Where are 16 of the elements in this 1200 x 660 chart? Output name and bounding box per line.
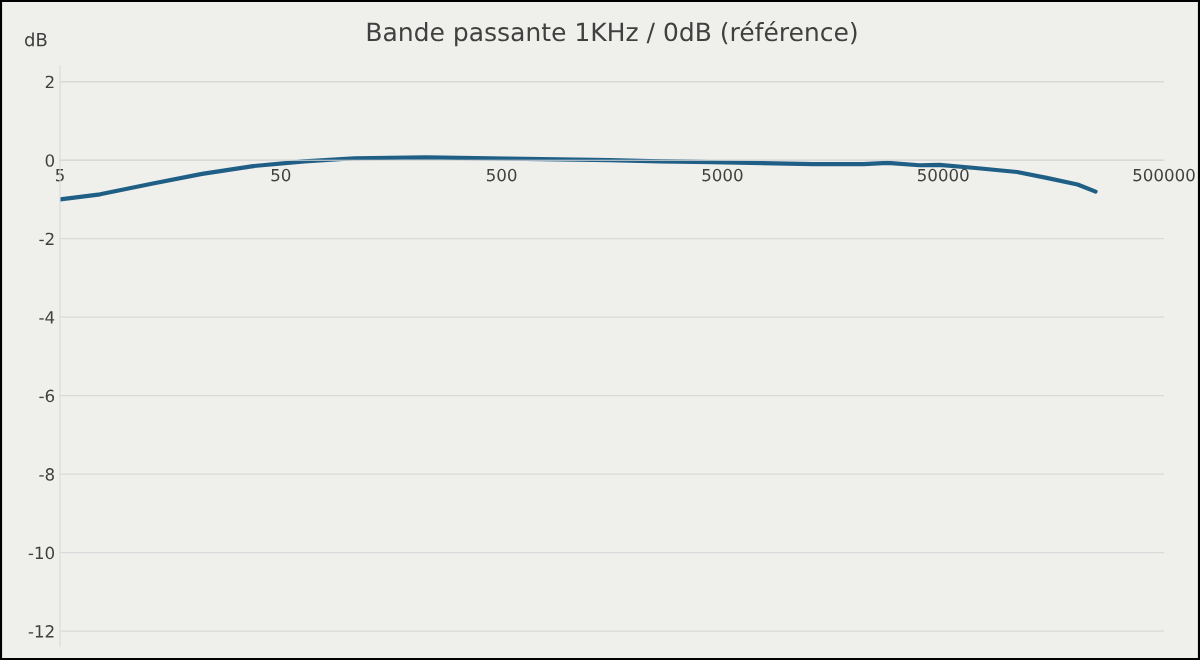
y-tick-label: 2: [45, 75, 54, 89]
x-tick-label: 5000: [702, 168, 743, 182]
chart-title: Bande passante 1KHz / 0dB (référence): [367, 21, 857, 47]
y-tick-label: -8: [39, 468, 54, 481]
x-tick-label: 5: [55, 169, 64, 182]
y-tick-label: -10: [28, 546, 55, 560]
y-tick-label: -4: [39, 311, 55, 324]
y-tick-label: 0: [45, 154, 55, 167]
y-tick-label: -12: [28, 625, 54, 638]
x-tick-label: 50: [271, 168, 291, 182]
x-tick-label: 500: [486, 168, 517, 182]
x-tick-label: 50000: [917, 168, 969, 182]
x-tick-label: 500000: [1133, 168, 1195, 182]
y-tick-label: -2: [39, 232, 54, 245]
y-tick-label: -6: [39, 389, 55, 403]
y-axis-title: dB: [25, 32, 47, 47]
